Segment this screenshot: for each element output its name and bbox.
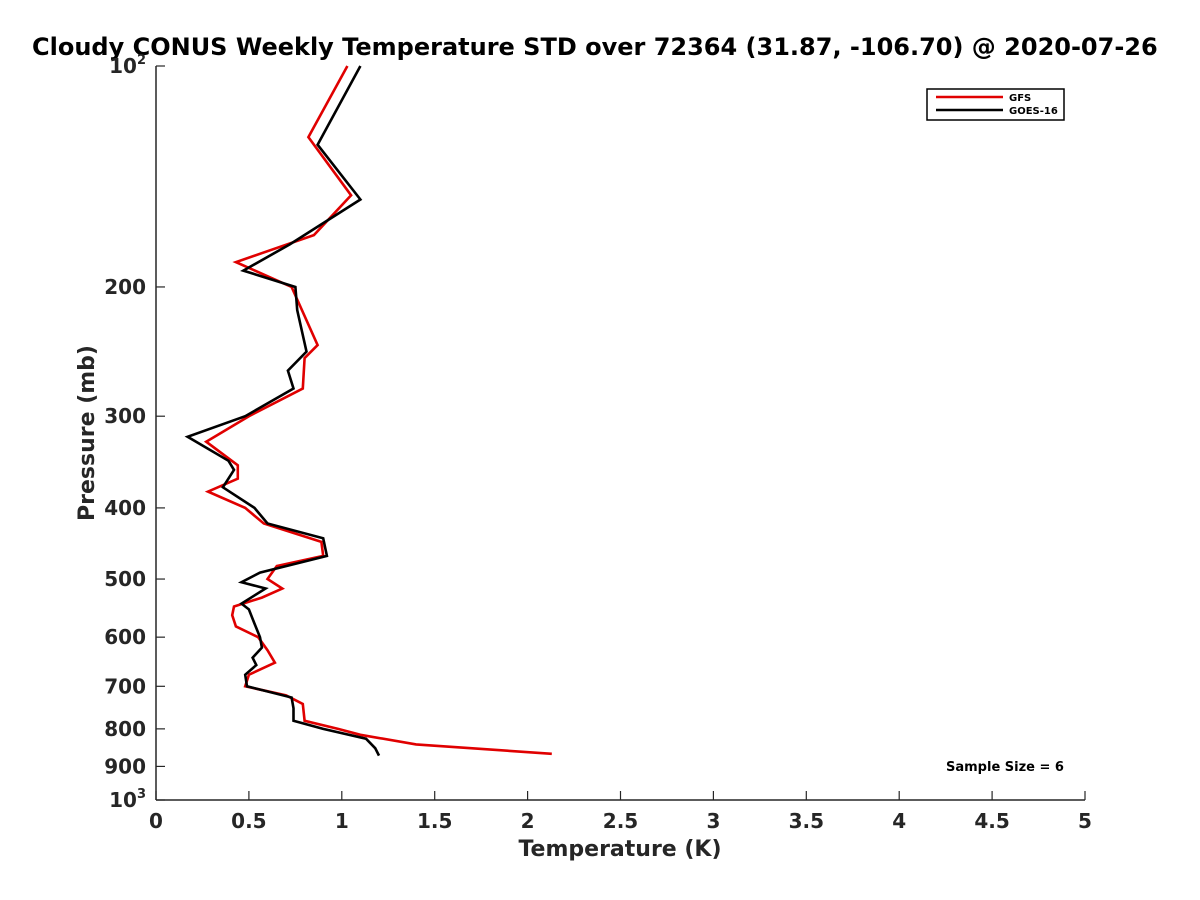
series-line-goes16	[184, 65, 381, 757]
x-tick-label: 2.5	[603, 809, 638, 833]
y-tick-label: 800	[104, 717, 146, 741]
y-tick-label: 102	[109, 53, 146, 78]
y-tick-label: 103	[109, 787, 146, 812]
x-tick-label: 5	[1078, 809, 1092, 833]
x-tick-label: 4	[892, 809, 906, 833]
x-tick-label: 4.5	[974, 809, 1009, 833]
x-tick-label: 1.5	[417, 809, 452, 833]
x-tick-label: 0	[149, 809, 163, 833]
x-tick-label: 1	[335, 809, 349, 833]
chart-title: Cloudy CONUS Weekly Temperature STD over…	[32, 33, 1158, 61]
legend-label-gfs: GFS	[1009, 93, 1031, 104]
x-axis-label: Temperature (K)	[518, 837, 721, 862]
y-tick-label: 300	[104, 404, 146, 428]
sample-size-annotation: Sample Size = 6	[946, 760, 1064, 775]
plot-area: 0 0.5 1 1.5 2 2.5 3 3.5 4 4.5 5 102 200 300 400 500 600 7…	[104, 53, 1092, 833]
x-tick-label: 2	[521, 809, 535, 833]
y-tick-label: 200	[104, 275, 146, 299]
x-tick-label: 0.5	[231, 809, 266, 833]
legend-box	[926, 88, 1065, 121]
legend-label-goes16: GOES-16	[1009, 106, 1058, 117]
y-tick-label: 400	[104, 496, 146, 520]
y-tick-label: 700	[104, 674, 146, 698]
y-tick-label: 900	[104, 754, 146, 778]
x-tick-label: 3.5	[789, 809, 824, 833]
y-tick-label: 500	[104, 567, 146, 591]
y-axis-label: Pressure (mb)	[75, 345, 100, 521]
legend: GFS GOES-16	[926, 88, 1065, 121]
y-tick-label: 600	[104, 625, 146, 649]
x-tick-label: 3	[706, 809, 720, 833]
